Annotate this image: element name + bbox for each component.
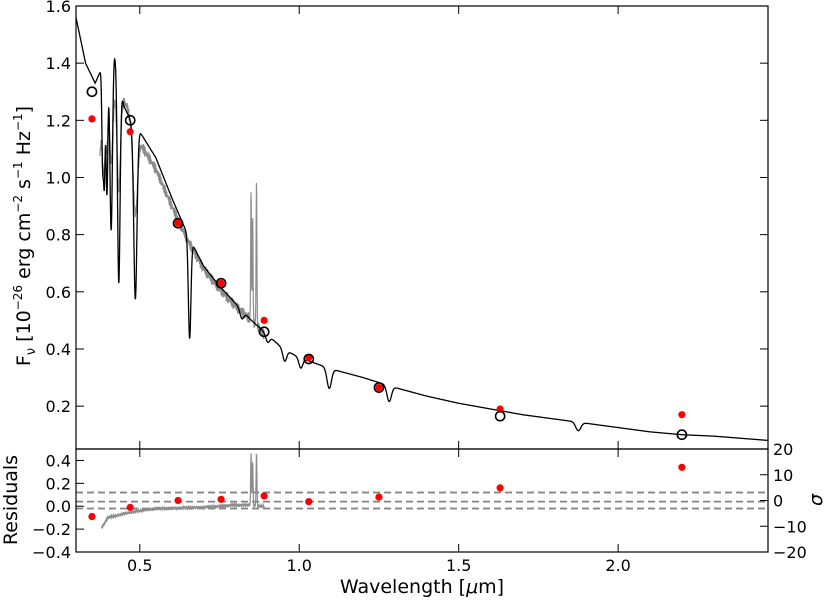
residual-point — [260, 492, 268, 500]
top-y-tick-label: 1.2 — [46, 111, 71, 130]
residuals-axis-title: Residuals — [0, 455, 22, 545]
residual-y-tick-label: −0.2 — [32, 520, 71, 539]
top-y-tick-label: 0.4 — [46, 340, 71, 359]
residual-point — [305, 498, 313, 506]
residual-y-tick-label: −0.4 — [32, 543, 71, 562]
residual-point — [375, 493, 383, 501]
observed-photometry-point — [260, 316, 268, 324]
x-tick-label: 1.0 — [286, 556, 311, 575]
observed-photometry-point — [375, 383, 383, 392]
residual-point — [678, 463, 686, 471]
residual-y-tick-label: 0.4 — [46, 451, 71, 470]
model-photometry-point — [172, 217, 184, 229]
top-y-tick-label: 1.4 — [46, 54, 71, 73]
model-photometry-point — [258, 326, 270, 338]
residual-y-tick-label: 0.2 — [46, 474, 71, 493]
x-axis-title: Wavelength [μm] — [340, 576, 504, 598]
top-y-tick-label: 0.2 — [46, 397, 71, 416]
top-y-tick-label: 0.8 — [46, 226, 71, 245]
bottom-ticks: −0.4 −0.2 0.0 0.2 0.4 −20 −10 0 10 20 0.5 1.0 1.5 2.0 — [32, 440, 807, 575]
top-y-tick-label: 1.6 — [46, 0, 71, 16]
model-photometry-point — [124, 114, 136, 126]
bottom-panel-plot — [76, 452, 768, 529]
model-photometry-point — [373, 382, 385, 393]
sigma-axis-title: σ — [805, 493, 827, 506]
sigma-tick-label: −10 — [773, 517, 807, 536]
model-photometry-point — [303, 353, 315, 365]
residual-y-tick-label: 0.0 — [46, 497, 71, 516]
residual-point — [217, 495, 225, 503]
observed-photometry-point — [496, 405, 504, 413]
residual-point — [126, 503, 134, 511]
observed-photometry-point — [305, 353, 313, 362]
model-photometry-point — [676, 429, 688, 441]
observed-spectrum — [99, 98, 265, 340]
residual-point — [174, 496, 182, 505]
model-photometry-point — [86, 86, 98, 98]
observed-photometry-point — [88, 115, 96, 123]
model-photometry-point — [494, 410, 506, 422]
observed-photometry-point — [217, 279, 225, 287]
residual-point — [88, 512, 96, 521]
x-tick-label: 1.5 — [446, 556, 471, 575]
top-y-ticks: 0.2 0.4 0.6 0.8 1.0 1.2 1.4 1.6 — [46, 0, 768, 449]
model-photometry-point — [215, 277, 227, 289]
residual-point — [496, 484, 504, 492]
top-y-tick-label: 0.6 — [46, 283, 71, 302]
observed-photometry-point — [174, 219, 182, 227]
sigma-tick-label: −20 — [773, 543, 807, 562]
sigma-tick-label: 10 — [773, 466, 793, 485]
x-tick-label: 2.0 — [605, 556, 630, 575]
sigma-tick-label: 0 — [773, 492, 783, 511]
top-y-tick-label: 1.0 — [46, 168, 71, 187]
observed-photometry-point — [678, 411, 686, 419]
top-y-axis-title: Fν [10−26 erg cm−2 s−1 Hz−1] — [11, 106, 39, 366]
residual-spectrum — [100, 452, 265, 529]
sigma-tick-label: 20 — [773, 440, 793, 459]
model-spectrum-line — [76, 17, 768, 442]
x-tick-label: 0.5 — [127, 556, 152, 575]
observed-photometry-point — [126, 128, 134, 136]
top-panel-plot — [76, 17, 768, 442]
